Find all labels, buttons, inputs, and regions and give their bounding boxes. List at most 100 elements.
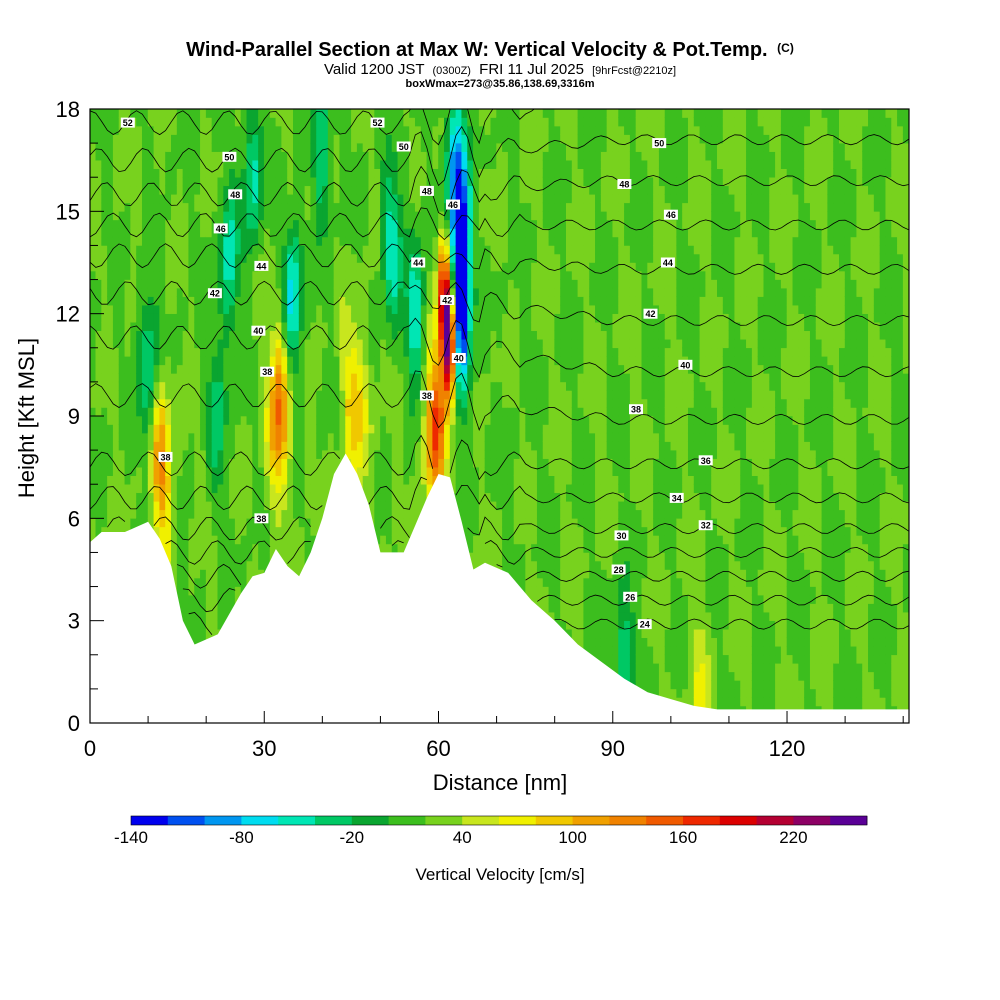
velocity-cell: [200, 364, 207, 374]
velocity-cell: [107, 526, 114, 536]
velocity-cell: [188, 415, 195, 425]
velocity-cell: [339, 176, 346, 187]
velocity-cell: [263, 211, 271, 221]
velocity-cell: [165, 253, 172, 263]
velocity-cell: [211, 330, 219, 340]
velocity-cell: [205, 535, 213, 545]
velocity-cell: [455, 296, 463, 306]
velocity-cell: [298, 304, 306, 314]
velocity-cell: [176, 279, 184, 289]
velocity-cell: [252, 356, 259, 366]
velocity-cell: [176, 109, 184, 118]
velocity-cell: [205, 509, 213, 519]
velocity-cell: [246, 321, 253, 332]
velocity-cell: [478, 321, 486, 332]
velocity-cell: [112, 228, 120, 238]
velocity-cell: [95, 449, 102, 459]
velocity-cell: [165, 185, 172, 195]
velocity-cell: [298, 287, 306, 297]
velocity-cell: [205, 176, 213, 187]
velocity-cell: [432, 176, 439, 187]
velocity-cell: [182, 356, 190, 366]
velocity-cell: [171, 279, 178, 289]
velocity-cell: [240, 159, 248, 169]
velocity-cell: [275, 424, 282, 434]
velocity-cell: [478, 492, 486, 502]
velocity-cell: [176, 159, 184, 169]
velocity-cell: [304, 313, 312, 323]
velocity-cell: [362, 390, 370, 400]
velocity-cell: [136, 390, 143, 400]
velocity-cell: [345, 236, 352, 246]
velocity-cell: [188, 142, 195, 152]
velocity-cell: [467, 202, 474, 212]
velocity-cell: [229, 500, 236, 511]
velocity-cell: [211, 151, 219, 161]
velocity-cell: [455, 176, 463, 187]
velocity-cell: [188, 543, 195, 553]
velocity-cell: [118, 236, 126, 246]
velocity-cell: [136, 287, 143, 297]
velocity-cell: [287, 500, 294, 511]
velocity-cell: [153, 398, 160, 408]
velocity-cell: [374, 424, 381, 434]
velocity-cell: [345, 449, 352, 459]
velocity-cell: [345, 245, 352, 255]
velocity-cell: [159, 228, 166, 238]
velocity-cell: [385, 509, 393, 519]
velocity-cell: [200, 151, 207, 161]
velocity-cell: [356, 202, 364, 212]
velocity-cell: [281, 134, 288, 144]
velocity-cell: [171, 458, 178, 468]
velocity-cell: [391, 466, 399, 476]
velocity-cell: [310, 109, 317, 118]
velocity-cell: [90, 364, 97, 374]
velocity-cell: [95, 279, 102, 289]
velocity-cell: [356, 390, 364, 400]
velocity-cell: [461, 466, 468, 476]
velocity-cell: [258, 552, 265, 562]
velocity-cell: [304, 125, 312, 135]
velocity-cell: [345, 390, 352, 400]
velocity-cell: [229, 458, 236, 468]
velocity-cell: [391, 458, 399, 468]
velocity-cell: [165, 492, 172, 502]
velocity-cell: [449, 151, 457, 161]
velocity-cell: [455, 483, 463, 494]
velocity-cell: [240, 543, 248, 553]
velocity-cell: [351, 390, 358, 400]
velocity-cell: [205, 142, 213, 152]
velocity-cell: [293, 202, 300, 212]
velocity-cell: [467, 168, 474, 178]
velocity-cell: [368, 398, 375, 408]
velocity-cell: [165, 441, 172, 451]
velocity-cell: [223, 262, 230, 272]
velocity-cell: [310, 304, 317, 314]
velocity-cell: [263, 202, 271, 212]
velocity-cell: [211, 168, 219, 178]
velocity-cell: [223, 176, 230, 187]
velocity-cell: [438, 117, 445, 127]
velocity-cell: [147, 407, 155, 417]
velocity-cell: [351, 398, 358, 408]
velocity-cell: [467, 262, 474, 272]
velocity-cell: [473, 373, 480, 383]
velocity-cell: [147, 211, 155, 221]
velocity-cell: [258, 492, 265, 502]
velocity-cell: [473, 211, 480, 221]
velocity-cell: [478, 475, 486, 485]
velocity-cell: [385, 518, 393, 528]
velocity-cell: [281, 500, 288, 511]
velocity-cell: [420, 151, 428, 161]
velocity-cell: [211, 125, 219, 135]
velocity-cell: [130, 134, 137, 144]
velocity-cell: [368, 347, 375, 357]
velocity-cell: [205, 424, 213, 434]
velocity-cell: [426, 211, 433, 221]
velocity-cell: [246, 236, 253, 246]
velocity-cell: [182, 458, 190, 468]
velocity-cell: [397, 466, 404, 476]
velocity-cell: [165, 509, 172, 519]
velocity-cell: [252, 560, 259, 570]
velocity-cell: [246, 151, 253, 161]
